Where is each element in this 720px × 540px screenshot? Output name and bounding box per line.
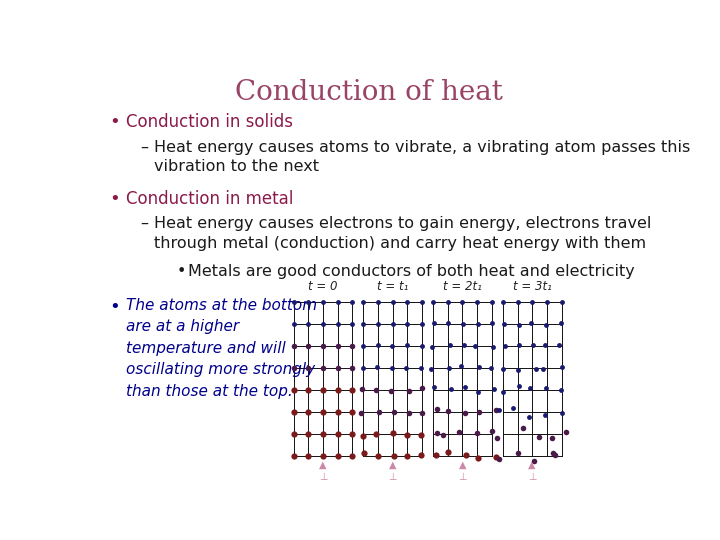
Text: t = 0: t = 0 <box>308 280 338 293</box>
Text: •: • <box>109 190 120 207</box>
Text: Conduction in solids: Conduction in solids <box>126 113 293 131</box>
Text: The atoms at the bottom
are at a higher
temperature and will
oscillating more st: The atoms at the bottom are at a higher … <box>126 298 318 399</box>
Text: •: • <box>109 298 120 316</box>
Text: ▲: ▲ <box>319 460 327 470</box>
Text: –: – <box>140 140 148 154</box>
Text: •: • <box>109 113 120 131</box>
Text: ▲: ▲ <box>459 460 467 470</box>
Text: t = t₁: t = t₁ <box>377 280 408 293</box>
Text: Conduction in metal: Conduction in metal <box>126 190 294 207</box>
Text: t = 2t₁: t = 2t₁ <box>443 280 482 293</box>
Text: t = 3t₁: t = 3t₁ <box>513 280 552 293</box>
Text: Heat energy causes atoms to vibrate, a vibrating atom passes this
vibration to t: Heat energy causes atoms to vibrate, a v… <box>154 140 690 174</box>
Text: Metals are good conductors of both heat and electricity: Metals are good conductors of both heat … <box>188 264 634 279</box>
Text: ⊥: ⊥ <box>319 472 327 482</box>
Text: •: • <box>176 264 186 279</box>
Text: Heat energy causes electrons to gain energy, electrons travel
through metal (con: Heat energy causes electrons to gain ene… <box>154 216 652 251</box>
Text: ⊥: ⊥ <box>528 472 536 482</box>
Text: ⊥: ⊥ <box>389 472 397 482</box>
Text: ▲: ▲ <box>389 460 397 470</box>
Text: ⊥: ⊥ <box>458 472 467 482</box>
Text: ▲: ▲ <box>528 460 536 470</box>
Text: –: – <box>140 216 148 231</box>
Text: Conduction of heat: Conduction of heat <box>235 79 503 106</box>
